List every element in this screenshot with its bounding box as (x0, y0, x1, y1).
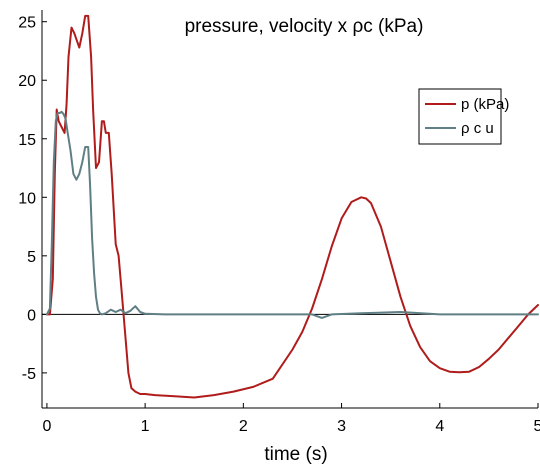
x-axis-label: time (s) (264, 444, 327, 465)
y-tick-label: 15 (18, 132, 36, 149)
chart-title: pressure, velocity x ρc (kPa) (185, 16, 424, 37)
plot-area: -5 0 5 10 15 20 25 0 1 2 3 4 5 (18, 10, 540, 435)
x-tick-label: 2 (239, 418, 248, 435)
y-tick-label: 0 (27, 307, 36, 324)
legend-label-p: p (kPa) (461, 96, 509, 113)
y-tick-label: 5 (27, 249, 36, 266)
legend-label-rcu: ρ c u (461, 120, 494, 137)
x-tick-label: 3 (337, 418, 346, 435)
series-line-rcu (45, 110, 539, 319)
x-tick-label: 4 (435, 418, 444, 435)
x-tick-label: 5 (534, 418, 540, 435)
series-line-p (45, 14, 539, 399)
y-tick-label: 25 (18, 15, 36, 32)
y-tick-label: 20 (18, 73, 36, 90)
x-tick-label: 1 (141, 418, 150, 435)
y-tick-label: -5 (22, 366, 36, 383)
legend-box (418, 88, 502, 145)
y-tick-label: 10 (18, 190, 36, 207)
x-tick-label: 0 (42, 418, 51, 435)
legend: p (kPa) ρ c u (418, 88, 509, 145)
